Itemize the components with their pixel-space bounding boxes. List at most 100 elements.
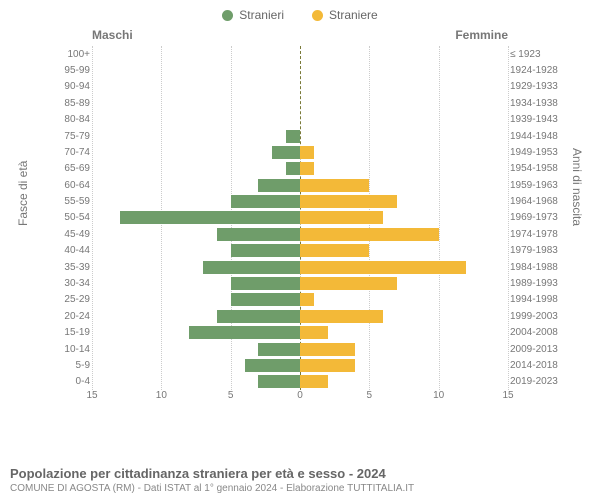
bar-male [217,310,300,323]
bar-female [300,244,369,257]
bar-male [231,195,300,208]
bar-male [272,146,300,159]
bar-male [120,211,300,224]
ylabel-age: 5-9 [56,360,90,371]
bar-female [300,261,466,274]
ylabel-birth: 1974-1978 [510,229,564,240]
bar-male [189,326,300,339]
ylabel-birth: 1944-1948 [510,131,564,142]
ylabel-birth: 1969-1973 [510,212,564,223]
bar-female [300,293,314,306]
ylabel-birth: ≤ 1923 [510,49,564,60]
ylabel-birth: 1959-1963 [510,180,564,191]
bar-male [231,277,300,290]
ylabel-age: 80-84 [56,114,90,125]
ylabel-age: 100+ [56,49,90,60]
ylabel-birth: 2004-2008 [510,327,564,338]
bar-male [245,359,300,372]
yaxis-title-right: Anni di nascita [570,148,584,226]
legend-label-male: Stranieri [239,8,284,22]
xtick-label: 15 [86,390,97,401]
xtick-label: 10 [156,390,167,401]
ylabel-birth: 1989-1993 [510,278,564,289]
chart-frame: Stranieri Straniere Maschi Femmine Fasce… [0,0,600,500]
column-titles: Maschi Femmine [0,22,600,42]
ylabel-age: 30-34 [56,278,90,289]
ylabel-age: 85-89 [56,98,90,109]
bar-female [300,310,383,323]
gridline [508,46,509,390]
footer-title: Popolazione per cittadinanza straniera p… [10,466,590,481]
chart-row: 20-241999-2003 [92,308,508,324]
chart-row: 45-491974-1978 [92,226,508,242]
ylabel-birth: 1979-1983 [510,245,564,256]
bar-male [258,179,300,192]
chart-row: 95-991924-1928 [92,62,508,78]
plot-area: 100+≤ 192395-991924-192890-941929-193385… [92,46,508,390]
ylabel-age: 10-14 [56,344,90,355]
chart-row: 35-391984-1988 [92,259,508,275]
chart-row: 90-941929-1933 [92,79,508,95]
chart-row: 10-142009-2013 [92,341,508,357]
bar-female [300,343,355,356]
ylabel-age: 25-29 [56,294,90,305]
legend-label-female: Straniere [329,8,378,22]
chart-row: 50-541969-1973 [92,210,508,226]
bar-male [231,244,300,257]
swatch-female [312,10,323,21]
chart-row: 0-42019-2023 [92,374,508,390]
ylabel-age: 0-4 [56,376,90,387]
xtick-label: 10 [433,390,444,401]
bar-male [258,375,300,388]
chart-row: 85-891934-1938 [92,95,508,111]
ylabel-birth: 1934-1938 [510,98,564,109]
chart-row: 30-341989-1993 [92,275,508,291]
bar-female [300,146,314,159]
bar-male [203,261,300,274]
ylabel-birth: 1999-2003 [510,311,564,322]
footer: Popolazione per cittadinanza straniera p… [10,466,590,494]
bar-female [300,179,369,192]
ylabel-age: 95-99 [56,65,90,76]
ylabel-birth: 1984-1988 [510,262,564,273]
ylabel-age: 35-39 [56,262,90,273]
chart-row: 5-92014-2018 [92,357,508,373]
bar-female [300,277,397,290]
ylabel-age: 45-49 [56,229,90,240]
ylabel-age: 70-74 [56,147,90,158]
chart-row: 70-741949-1953 [92,144,508,160]
chart-row: 75-791944-1948 [92,128,508,144]
ylabel-age: 75-79 [56,131,90,142]
ylabel-age: 60-64 [56,180,90,191]
bar-female [300,228,439,241]
ylabel-birth: 1939-1943 [510,114,564,125]
xaxis-area: 15105051015 [92,390,508,408]
bar-female [300,162,314,175]
chart-area: Fasce di età Anni di nascita 100+≤ 19239… [60,46,540,426]
bar-male [286,130,300,143]
bar-male [217,228,300,241]
bar-female [300,326,328,339]
ylabel-birth: 1924-1928 [510,65,564,76]
xtick-label: 15 [502,390,513,401]
chart-row: 40-441979-1983 [92,243,508,259]
chart-row: 80-841939-1943 [92,112,508,128]
xtick-label: 0 [297,390,303,401]
column-title-left: Maschi [92,28,133,42]
legend: Stranieri Straniere [0,0,600,22]
ylabel-birth: 1949-1953 [510,147,564,158]
ylabel-age: 50-54 [56,212,90,223]
xtick-label: 5 [367,390,373,401]
ylabel-age: 20-24 [56,311,90,322]
chart-row: 15-192004-2008 [92,324,508,340]
legend-item-male: Stranieri [222,8,284,22]
yaxis-title-left: Fasce di età [16,161,30,226]
ylabel-birth: 2009-2013 [510,344,564,355]
xtick-label: 5 [228,390,234,401]
bar-female [300,359,355,372]
bar-male [286,162,300,175]
chart-row: 60-641959-1963 [92,177,508,193]
chart-row: 25-291994-1998 [92,292,508,308]
column-title-right: Femmine [455,28,508,42]
ylabel-birth: 1964-1968 [510,196,564,207]
